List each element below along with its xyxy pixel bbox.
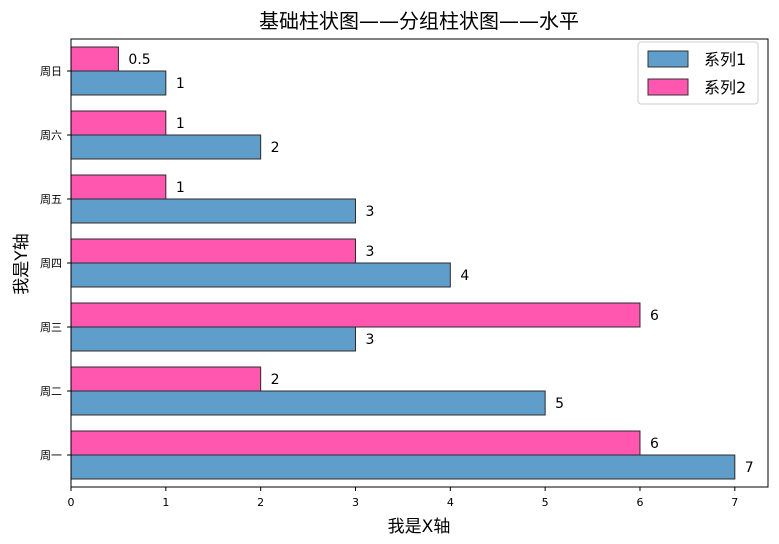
bar-series2-周二: [70, 366, 262, 392]
legend-swatch-series2: [647, 78, 689, 96]
y-tick-label-5: 周六: [40, 129, 62, 142]
legend-swatch-series1: [647, 50, 689, 68]
bar-series2-周六: [70, 110, 167, 136]
x-axis-label: 我是X轴: [388, 517, 451, 537]
y-tick-label-4: 周五: [40, 193, 62, 206]
data-label-series1-周二: 5: [555, 396, 564, 412]
data-label-series1-周一: 7: [745, 460, 754, 476]
bar-series1-周五: [70, 198, 356, 224]
x-tick-label-1: 1: [162, 496, 169, 509]
data-label-series1-周四: 4: [460, 268, 469, 284]
data-label-series2-周一: 6: [650, 436, 659, 452]
x-tick-label-6: 6: [636, 496, 643, 509]
bar-series1-周三: [70, 326, 356, 352]
data-label-series2-周日: 0.5: [128, 52, 150, 68]
legend-label-series2: 系列2: [704, 78, 746, 97]
data-label-series2-周六: 1: [176, 116, 185, 132]
y-tick-label-6: 周日: [40, 65, 62, 78]
bar-series1-周二: [70, 390, 546, 416]
plot-area: 0 1 2 3 4 5 6 7 周一 7 6 周二 5 2 周三 3 6 周四 4 3 周五 3 1 周六 2 1 周日 1 0.5: [40, 46, 754, 509]
legend-label-series1: 系列1: [704, 50, 746, 69]
bar-series2-周四: [70, 238, 356, 264]
data-label-series1-周三: 3: [365, 332, 374, 348]
data-label-series2-周五: 1: [176, 180, 185, 196]
data-label-series1-周六: 2: [271, 140, 280, 156]
data-label-series2-周二: 2: [271, 372, 280, 388]
bar-series2-周日: [70, 46, 119, 72]
bar-series2-周三: [70, 302, 641, 328]
bar-series1-周六: [70, 134, 262, 160]
x-tick-label-7: 7: [731, 496, 738, 509]
x-tick-label-2: 2: [257, 496, 264, 509]
y-tick-label-2: 周三: [40, 321, 62, 334]
data-label-series2-周三: 6: [650, 308, 659, 324]
bar-series2-周五: [70, 174, 167, 200]
x-tick-label-5: 5: [542, 496, 549, 509]
x-tick-label-3: 3: [352, 496, 359, 509]
data-label-series1-周日: 1: [176, 76, 185, 92]
x-tick-label-4: 4: [447, 496, 454, 509]
bar-series1-周一: [70, 454, 736, 480]
chart-title: 基础柱状图——分组柱状图——水平: [259, 9, 579, 33]
data-label-series1-周五: 3: [365, 204, 374, 220]
y-axis-label: 我是Y轴: [12, 233, 32, 294]
x-tick-label-0: 0: [68, 496, 75, 509]
plot-frame: [70, 38, 769, 488]
y-tick-label-1: 周二: [40, 385, 62, 398]
y-tick-label-3: 周四: [40, 257, 62, 270]
data-label-series2-周四: 3: [365, 244, 374, 260]
bar-series2-周一: [70, 430, 641, 456]
legend: 系列1 系列2: [637, 41, 759, 105]
y-tick-label-0: 周一: [40, 449, 62, 462]
bar-series1-周日: [70, 70, 167, 96]
bar-series1-周四: [70, 262, 451, 288]
